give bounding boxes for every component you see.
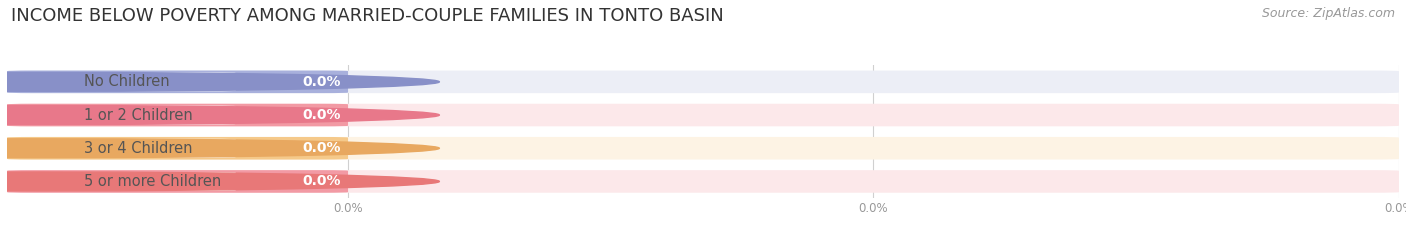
- FancyBboxPatch shape: [7, 71, 1399, 93]
- Text: 1 or 2 Children: 1 or 2 Children: [83, 108, 193, 123]
- FancyBboxPatch shape: [7, 104, 349, 126]
- Circle shape: [0, 72, 439, 91]
- FancyBboxPatch shape: [24, 72, 236, 91]
- FancyBboxPatch shape: [24, 172, 236, 191]
- Circle shape: [0, 139, 439, 158]
- Text: 0.0%: 0.0%: [302, 141, 342, 155]
- Text: 5 or more Children: 5 or more Children: [83, 174, 221, 189]
- Text: 0.0%: 0.0%: [302, 75, 342, 89]
- Circle shape: [0, 172, 439, 191]
- Text: 0.0%: 0.0%: [302, 175, 342, 188]
- FancyBboxPatch shape: [7, 170, 1399, 193]
- Text: 3 or 4 Children: 3 or 4 Children: [83, 141, 193, 156]
- FancyBboxPatch shape: [7, 137, 349, 160]
- FancyBboxPatch shape: [7, 137, 1399, 160]
- Circle shape: [0, 106, 439, 124]
- FancyBboxPatch shape: [24, 106, 236, 124]
- Text: 0.0%: 0.0%: [302, 108, 342, 122]
- FancyBboxPatch shape: [24, 139, 236, 158]
- Text: INCOME BELOW POVERTY AMONG MARRIED-COUPLE FAMILIES IN TONTO BASIN: INCOME BELOW POVERTY AMONG MARRIED-COUPL…: [11, 7, 724, 25]
- Text: Source: ZipAtlas.com: Source: ZipAtlas.com: [1261, 7, 1395, 20]
- FancyBboxPatch shape: [7, 170, 349, 193]
- FancyBboxPatch shape: [7, 71, 349, 93]
- FancyBboxPatch shape: [7, 104, 1399, 126]
- Text: No Children: No Children: [83, 74, 169, 89]
